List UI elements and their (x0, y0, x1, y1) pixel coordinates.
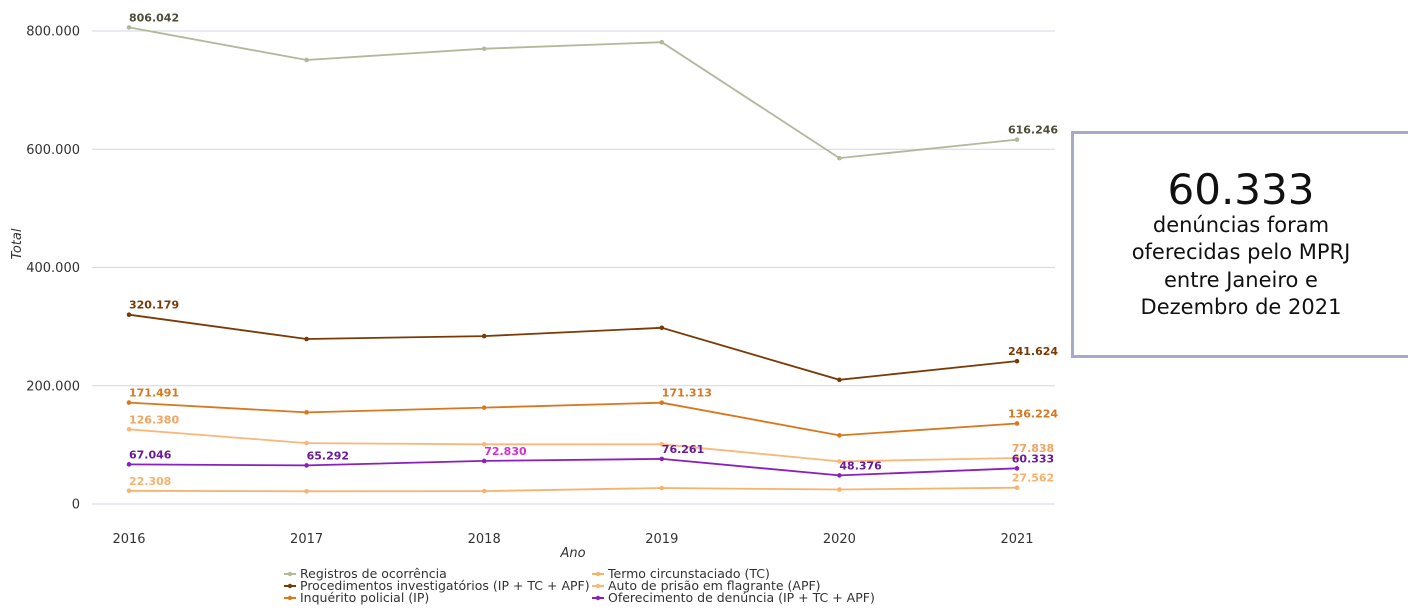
kpi-callout: 60.333 denúncias foram oferecidas pelo M… (1071, 131, 1408, 358)
series-line-3 (129, 488, 1017, 492)
data-point (660, 40, 665, 45)
data-point (304, 463, 309, 468)
series-lines (129, 27, 1017, 491)
data-point (1015, 421, 1020, 426)
kpi-description: denúncias foram oferecidas pelo MPRJ ent… (1121, 212, 1361, 321)
gridlines (92, 31, 1055, 504)
data-label: 126.380 (129, 413, 179, 426)
data-point (1015, 359, 1020, 364)
data-point (127, 400, 132, 405)
data-point (127, 312, 132, 317)
x-axis-ticks: 2016 2017 2018 2019 2020 2021 (112, 532, 1033, 547)
data-label: 22.308 (129, 475, 171, 488)
x-axis-title: Ano (559, 546, 585, 561)
data-label: 48.376 (839, 459, 882, 472)
data-label: 136.224 (1008, 407, 1058, 420)
x-tick-label: 2016 (112, 532, 145, 547)
data-point (127, 427, 132, 432)
series-line-4 (129, 429, 1017, 461)
data-label: 616.246 (1008, 124, 1058, 137)
data-point (304, 489, 309, 494)
x-tick-label: 2017 (290, 532, 323, 547)
data-point (482, 405, 487, 410)
data-point (837, 433, 842, 438)
y-axis-ticks: 0 200.000 400.000 600.000 800.000 (26, 25, 80, 513)
series-line-0 (129, 27, 1017, 158)
data-point (304, 337, 309, 342)
data-label: 60.333 (1012, 452, 1054, 465)
legend: Registros de ocorrência Termo circunstaci… (284, 566, 875, 605)
x-tick-label: 2019 (645, 532, 678, 547)
data-point (1015, 137, 1020, 142)
data-point (304, 58, 309, 63)
y-axis-title: Total (10, 228, 25, 259)
data-label: 65.292 (307, 449, 349, 462)
y-tick-label: 200.000 (26, 379, 80, 394)
data-labels: 806.042 616.246 320.179 241.624 171.491 171.3… (129, 11, 1058, 487)
legend-marker (288, 572, 292, 576)
series-line-1 (129, 315, 1017, 380)
y-tick-label: 800.000 (26, 25, 80, 40)
data-point (127, 25, 132, 30)
y-tick-label: 400.000 (26, 261, 80, 276)
data-point (482, 334, 487, 339)
legend-marker (596, 596, 600, 600)
data-point (660, 326, 665, 331)
data-point (1015, 466, 1020, 471)
data-point (660, 486, 665, 491)
data-point (660, 457, 665, 462)
data-label: 76.261 (662, 443, 704, 456)
series-points (127, 25, 1020, 493)
data-label: 27.562 (1012, 472, 1054, 485)
kpi-value: 60.333 (1168, 168, 1315, 212)
legend-marker (596, 572, 600, 576)
legend-marker (288, 584, 292, 588)
x-tick-label: 2021 (1000, 532, 1033, 547)
y-tick-label: 0 (72, 498, 80, 513)
legend-marker (596, 584, 600, 588)
data-label: 320.179 (129, 299, 179, 312)
data-point (482, 459, 487, 464)
data-point (837, 473, 842, 478)
data-point (837, 156, 842, 161)
y-tick-label: 600.000 (26, 143, 80, 158)
data-point (482, 46, 487, 51)
data-label: 171.491 (129, 387, 179, 400)
data-label: 241.624 (1008, 345, 1058, 358)
data-point (127, 462, 132, 467)
data-point (837, 487, 842, 492)
data-point (1015, 485, 1020, 490)
data-label: 171.313 (662, 387, 712, 400)
legend-marker (288, 596, 292, 600)
legend-label: Oferecimento de denúncia (IP + TC + APF) (608, 590, 875, 605)
data-label: 67.046 (129, 448, 172, 461)
data-label: 806.042 (129, 11, 179, 24)
data-point (304, 441, 309, 446)
legend-label: Inquérito policial (IP) (300, 590, 429, 605)
data-point (660, 400, 665, 405)
data-point (482, 489, 487, 494)
x-tick-label: 2018 (468, 532, 501, 547)
series-line-2 (129, 403, 1017, 436)
x-tick-label: 2020 (823, 532, 856, 547)
data-point (837, 378, 842, 383)
data-label: 72.830 (484, 445, 527, 458)
data-point (127, 489, 132, 494)
data-point (304, 410, 309, 415)
